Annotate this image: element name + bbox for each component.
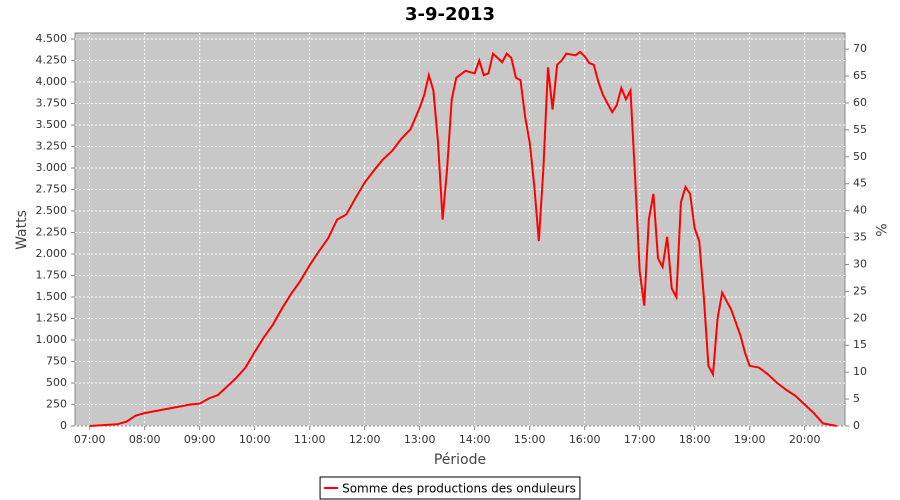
x-tick-label: 14:00 [459, 433, 491, 446]
y2-tick-label: 10 [853, 365, 867, 378]
y-tick-label: 1.500 [36, 290, 68, 303]
y-tick-label: 1.750 [36, 269, 68, 282]
x-tick-label: 13:00 [404, 433, 436, 446]
y2-tick-label: 65 [853, 69, 867, 82]
x-axis-label: Période [434, 452, 486, 468]
y2-tick-label: 5 [853, 392, 860, 405]
y2-tick-label: 70 [853, 42, 867, 55]
y-tick-label: 2.000 [36, 247, 68, 260]
y-tick-label: 3.250 [36, 140, 68, 153]
x-tick-label: 18:00 [679, 433, 711, 446]
x-tick-label: 20:00 [789, 433, 821, 446]
y2-tick-label: 30 [853, 257, 867, 270]
y2-tick-label: 35 [853, 231, 867, 244]
x-tick-label: 09:00 [184, 433, 216, 446]
y-tick-label: 4.250 [36, 54, 68, 67]
y-tick-label: 1.250 [36, 312, 68, 325]
y2-tick-label: 60 [853, 96, 867, 109]
y2-tick-label: 20 [853, 311, 867, 324]
y2-tick-label: 55 [853, 123, 867, 136]
y2-tick-label: 40 [853, 204, 867, 217]
y-tick-label: 2.500 [36, 204, 68, 217]
y2-tick-label: 15 [853, 338, 867, 351]
y2-tick-label: 0 [853, 419, 860, 432]
y-tick-label: 250 [46, 398, 67, 411]
legend-box [319, 476, 581, 500]
y-tick-label: 1.000 [36, 333, 68, 346]
x-tick-label: 11:00 [294, 433, 326, 446]
x-tick-label: 17:00 [624, 433, 656, 446]
y-tick-label: 3.750 [36, 97, 68, 110]
y2-tick-label: 50 [853, 150, 867, 163]
x-tick-label: 07:00 [74, 433, 106, 446]
y2-axis-label: % [872, 223, 888, 236]
y-axis-label: Watts [14, 210, 30, 250]
series-line [89, 50, 837, 427]
y-tick-label: 2.750 [36, 183, 68, 196]
y-tick-label: 3.000 [36, 161, 68, 174]
x-tick-label: 19:00 [734, 433, 766, 446]
plot-area [74, 32, 846, 427]
y-tick-label: 2.250 [36, 226, 68, 239]
x-tick-label: 12:00 [349, 433, 381, 446]
legend: Somme des productions des onduleurs [319, 476, 581, 500]
y-tick-label: 4.500 [36, 32, 68, 45]
chart-title: 3-9-2013 [405, 4, 495, 25]
y-tick-label: 750 [46, 355, 67, 368]
y-tick-label: 3.500 [36, 118, 68, 131]
x-tick-label: 15:00 [514, 433, 546, 446]
y-tick-label: 500 [46, 376, 67, 389]
y-tick-label: 0 [60, 419, 67, 432]
y-tick-label: 4.000 [36, 75, 68, 88]
x-tick-label: 16:00 [569, 433, 601, 446]
x-tick-label: 08:00 [129, 433, 161, 446]
legend-label: Somme des productions des onduleurs [342, 482, 576, 496]
x-tick-label: 10:00 [239, 433, 271, 446]
y2-tick-label: 25 [853, 284, 867, 297]
y2-tick-label: 45 [853, 177, 867, 190]
